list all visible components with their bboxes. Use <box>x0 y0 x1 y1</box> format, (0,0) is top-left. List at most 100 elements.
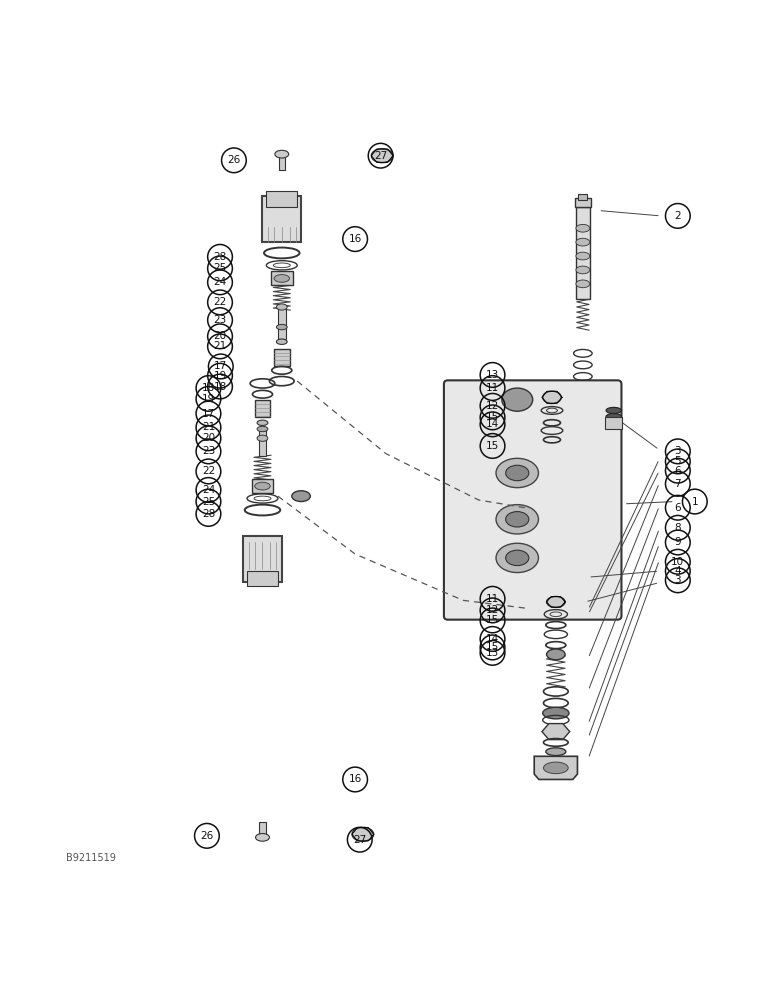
Ellipse shape <box>543 391 561 404</box>
Ellipse shape <box>543 762 568 774</box>
Text: 10: 10 <box>671 557 685 567</box>
Bar <box>271 271 293 285</box>
Text: 26: 26 <box>200 831 214 841</box>
Text: 20: 20 <box>201 433 215 443</box>
Text: 2: 2 <box>675 211 681 221</box>
Ellipse shape <box>352 827 374 841</box>
Text: 27: 27 <box>353 835 367 845</box>
Text: 28: 28 <box>213 252 227 262</box>
Text: 19: 19 <box>201 394 215 404</box>
Ellipse shape <box>576 238 590 246</box>
Text: 16: 16 <box>348 774 362 784</box>
Text: 6: 6 <box>675 466 681 476</box>
Ellipse shape <box>496 543 538 573</box>
Text: 15: 15 <box>486 642 499 652</box>
Ellipse shape <box>606 407 621 414</box>
Bar <box>247 571 278 586</box>
Bar <box>259 822 266 837</box>
Text: 14: 14 <box>486 419 499 429</box>
Text: 1: 1 <box>692 497 698 507</box>
Text: 15: 15 <box>486 441 499 451</box>
Ellipse shape <box>576 266 590 274</box>
Text: 27: 27 <box>374 151 388 161</box>
Bar <box>259 427 266 441</box>
Bar <box>605 417 622 429</box>
Text: 21: 21 <box>201 422 215 432</box>
Bar <box>279 155 285 170</box>
Text: 11: 11 <box>486 383 499 393</box>
Text: 3: 3 <box>675 575 681 585</box>
Text: 12: 12 <box>486 401 499 411</box>
Bar <box>259 439 266 456</box>
Ellipse shape <box>257 420 268 426</box>
Ellipse shape <box>506 465 529 481</box>
Ellipse shape <box>576 280 590 288</box>
Text: 22: 22 <box>213 297 227 307</box>
Text: 23: 23 <box>201 446 215 456</box>
Text: 24: 24 <box>213 277 227 287</box>
Text: 15: 15 <box>486 412 499 422</box>
Text: 13: 13 <box>486 370 499 380</box>
Bar <box>278 308 286 325</box>
Text: 7: 7 <box>675 479 681 489</box>
Bar <box>252 479 273 493</box>
Text: 17: 17 <box>214 361 228 371</box>
Bar <box>278 325 286 339</box>
Ellipse shape <box>576 252 590 260</box>
Text: 14: 14 <box>486 634 499 644</box>
Bar <box>575 198 591 207</box>
Bar <box>274 349 290 366</box>
Text: 19: 19 <box>213 371 227 381</box>
Text: 26: 26 <box>227 155 241 165</box>
Ellipse shape <box>256 834 269 841</box>
Polygon shape <box>534 756 577 779</box>
Text: 11: 11 <box>486 594 499 604</box>
Bar <box>262 196 301 242</box>
Ellipse shape <box>371 149 393 163</box>
Ellipse shape <box>276 324 287 330</box>
Text: 16: 16 <box>348 234 362 244</box>
Ellipse shape <box>275 150 289 158</box>
Ellipse shape <box>576 224 590 232</box>
Ellipse shape <box>547 649 565 660</box>
Ellipse shape <box>496 505 538 534</box>
Ellipse shape <box>496 458 538 488</box>
Text: 21: 21 <box>213 341 227 351</box>
Text: B9211519: B9211519 <box>66 853 116 863</box>
Ellipse shape <box>543 707 569 719</box>
Text: 13: 13 <box>486 648 499 658</box>
Ellipse shape <box>257 435 268 441</box>
Polygon shape <box>542 724 570 740</box>
FancyBboxPatch shape <box>444 380 621 620</box>
Text: 12: 12 <box>486 605 499 615</box>
Ellipse shape <box>276 304 287 310</box>
Ellipse shape <box>502 388 533 411</box>
Ellipse shape <box>257 426 268 432</box>
Ellipse shape <box>506 512 529 527</box>
Text: 25: 25 <box>201 497 215 507</box>
Text: 20: 20 <box>213 331 227 341</box>
Ellipse shape <box>506 550 529 566</box>
Ellipse shape <box>546 748 566 756</box>
Text: 24: 24 <box>201 485 215 495</box>
Text: 18: 18 <box>213 382 227 392</box>
Ellipse shape <box>606 414 621 420</box>
Bar <box>255 400 270 417</box>
Text: 17: 17 <box>201 409 215 419</box>
Text: 22: 22 <box>201 466 215 476</box>
Bar <box>243 536 282 582</box>
Text: 4: 4 <box>675 566 681 576</box>
Text: 15: 15 <box>486 615 499 625</box>
Ellipse shape <box>255 482 270 490</box>
Bar <box>578 194 587 200</box>
Ellipse shape <box>292 491 310 502</box>
Text: 6: 6 <box>675 503 681 513</box>
Ellipse shape <box>547 596 565 607</box>
Ellipse shape <box>274 275 290 282</box>
Bar <box>266 191 297 207</box>
Text: 5: 5 <box>675 456 681 466</box>
Text: 18: 18 <box>201 383 215 393</box>
Text: 28: 28 <box>201 509 215 519</box>
Ellipse shape <box>276 339 287 344</box>
Text: 9: 9 <box>675 537 681 547</box>
